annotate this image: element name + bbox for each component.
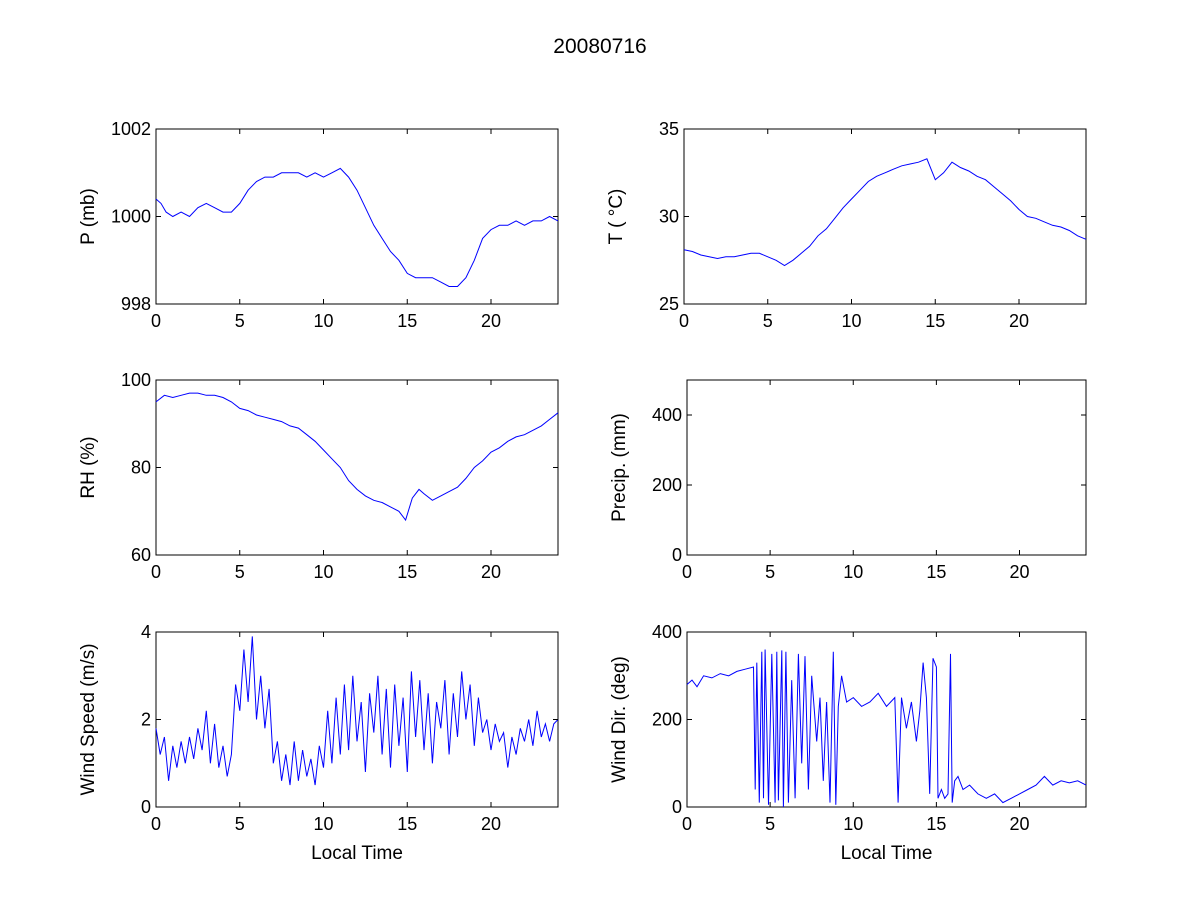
plot-frame xyxy=(155,379,559,556)
x-tick-label: 10 xyxy=(843,814,863,834)
subplot-wind-speed: 0 5 10 15 20 0 2 4 Wind Speed (m/s) Local Time xyxy=(78,622,559,864)
y-tick-label: 1002 xyxy=(111,119,151,139)
x-tick-label: 10 xyxy=(843,562,863,582)
y-tick-label: 0 xyxy=(672,545,682,565)
x-tick-label: 20 xyxy=(481,311,501,331)
y-tick-label: 25 xyxy=(659,294,679,314)
series-line-temperature xyxy=(683,158,1087,267)
x-tick-label: 0 xyxy=(679,311,689,331)
plot-frame xyxy=(155,631,559,808)
x-tick-label: 0 xyxy=(682,562,692,582)
subplot-temperature: 0 5 10 15 20 25 30 35 T ( °C) xyxy=(606,119,1087,331)
y-tick-label: 30 xyxy=(659,207,679,227)
x-tick-label: 0 xyxy=(151,311,161,331)
x-tick-label: 15 xyxy=(397,311,417,331)
x-tick-label: 15 xyxy=(397,562,417,582)
y-tick-label: 100 xyxy=(121,370,151,390)
x-tick-label: 0 xyxy=(151,814,161,834)
x-tick-label: 15 xyxy=(925,311,945,331)
series-line-humidity xyxy=(155,392,559,522)
subplot-humidity: 0 5 10 15 20 60 80 100 RH (%) xyxy=(78,370,559,582)
x-tick-label: 5 xyxy=(763,311,773,331)
x-tick-label: 15 xyxy=(926,814,946,834)
x-tick-label: 5 xyxy=(235,311,245,331)
y-axis-label: Wind Dir. (deg) xyxy=(609,656,630,783)
x-tick-label: 10 xyxy=(313,814,333,834)
x-tick-label: 20 xyxy=(481,814,501,834)
x-axis-label: Local Time xyxy=(841,843,933,864)
y-tick-label: 200 xyxy=(652,475,682,495)
y-tick-label: 2 xyxy=(141,710,151,730)
x-tick-label: 10 xyxy=(313,562,333,582)
y-axis-label: T ( °C) xyxy=(606,189,627,245)
x-tick-label: 5 xyxy=(765,562,775,582)
x-tick-label: 5 xyxy=(235,562,245,582)
plot-frame xyxy=(683,128,1087,305)
x-tick-label: 5 xyxy=(765,814,775,834)
plot-frame xyxy=(686,379,1087,556)
x-tick-label: 20 xyxy=(481,562,501,582)
x-tick-label: 10 xyxy=(313,311,333,331)
y-tick-label: 0 xyxy=(672,797,682,817)
series-line-wind-speed xyxy=(155,636,559,786)
x-tick-label: 20 xyxy=(1009,311,1029,331)
x-axis-label: Local Time xyxy=(311,843,403,864)
series-line-pressure xyxy=(155,167,559,287)
x-tick-label: 0 xyxy=(682,814,692,834)
x-tick-label: 15 xyxy=(926,562,946,582)
series-line-wind-direction xyxy=(686,649,1087,808)
y-tick-label: 80 xyxy=(131,458,151,478)
plot-frame xyxy=(686,631,1087,808)
figure-title: 20080716 xyxy=(553,35,646,58)
y-tick-label: 60 xyxy=(131,545,151,565)
x-tick-label: 5 xyxy=(235,814,245,834)
y-tick-label: 4 xyxy=(141,622,151,642)
y-tick-label: 400 xyxy=(652,622,682,642)
plot-frame xyxy=(155,128,559,305)
x-tick-label: 0 xyxy=(151,562,161,582)
y-tick-label: 0 xyxy=(141,797,151,817)
y-axis-label: P (mb) xyxy=(78,188,99,245)
x-tick-label: 15 xyxy=(397,814,417,834)
y-tick-label: 998 xyxy=(121,294,151,314)
x-tick-label: 10 xyxy=(841,311,861,331)
y-axis-label: Wind Speed (m/s) xyxy=(78,643,99,795)
y-axis-label: RH (%) xyxy=(78,436,99,498)
y-axis-label: Precip. (mm) xyxy=(609,413,630,522)
subplot-pressure: 0 5 10 15 20 998 1000 1002 P (mb) xyxy=(78,119,559,331)
x-tick-label: 20 xyxy=(1009,814,1029,834)
x-tick-label: 20 xyxy=(1009,562,1029,582)
y-tick-label: 35 xyxy=(659,119,679,139)
y-tick-label: 400 xyxy=(652,405,682,425)
y-tick-label: 200 xyxy=(652,710,682,730)
y-tick-label: 1000 xyxy=(111,207,151,227)
